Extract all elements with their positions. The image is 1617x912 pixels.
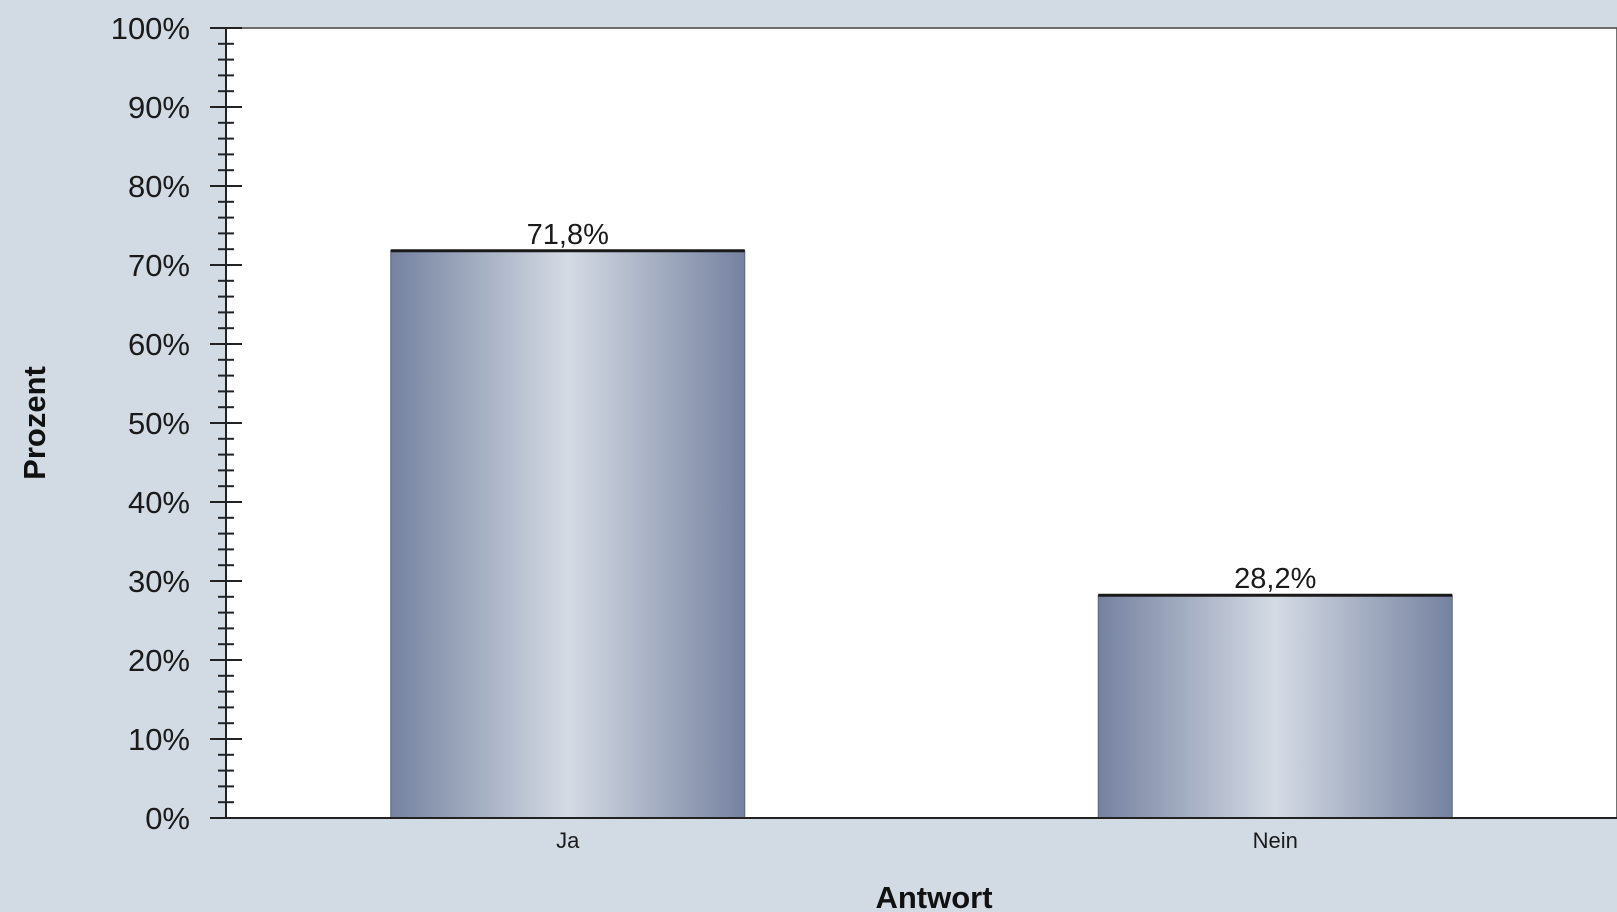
bars: 71,8% 28,2% xyxy=(390,219,1453,819)
y-tick-label: 20% xyxy=(128,643,190,678)
bar-nein xyxy=(1097,594,1453,819)
y-tick-label: 80% xyxy=(128,169,190,204)
y-tick-label: 70% xyxy=(128,248,190,283)
x-axis-title: Antwort xyxy=(875,880,992,912)
bar-value-label: 71,8% xyxy=(527,219,609,251)
y-tick-label: 90% xyxy=(128,90,190,125)
x-tick-label: Nein xyxy=(1253,828,1298,853)
y-axis: 0% 10% 20% 30% 40% 50% 60% 70% 80% 90% 100% xyxy=(111,11,242,836)
y-axis-title: Prozent xyxy=(17,366,52,480)
bar-value-label: 28,2% xyxy=(1234,563,1316,595)
x-tick-label: Ja xyxy=(556,828,580,853)
x-axis: Ja Nein xyxy=(210,817,1617,853)
y-tick-label: 30% xyxy=(128,564,190,599)
y-tick-label: 50% xyxy=(128,406,190,441)
y-tick-label: 60% xyxy=(128,327,190,362)
y-tick-label: 10% xyxy=(128,722,190,757)
y-tick-label: 40% xyxy=(128,485,190,520)
bar-ja xyxy=(390,250,746,819)
y-tick-label: 100% xyxy=(111,11,190,46)
y-tick-label: 0% xyxy=(145,801,190,836)
